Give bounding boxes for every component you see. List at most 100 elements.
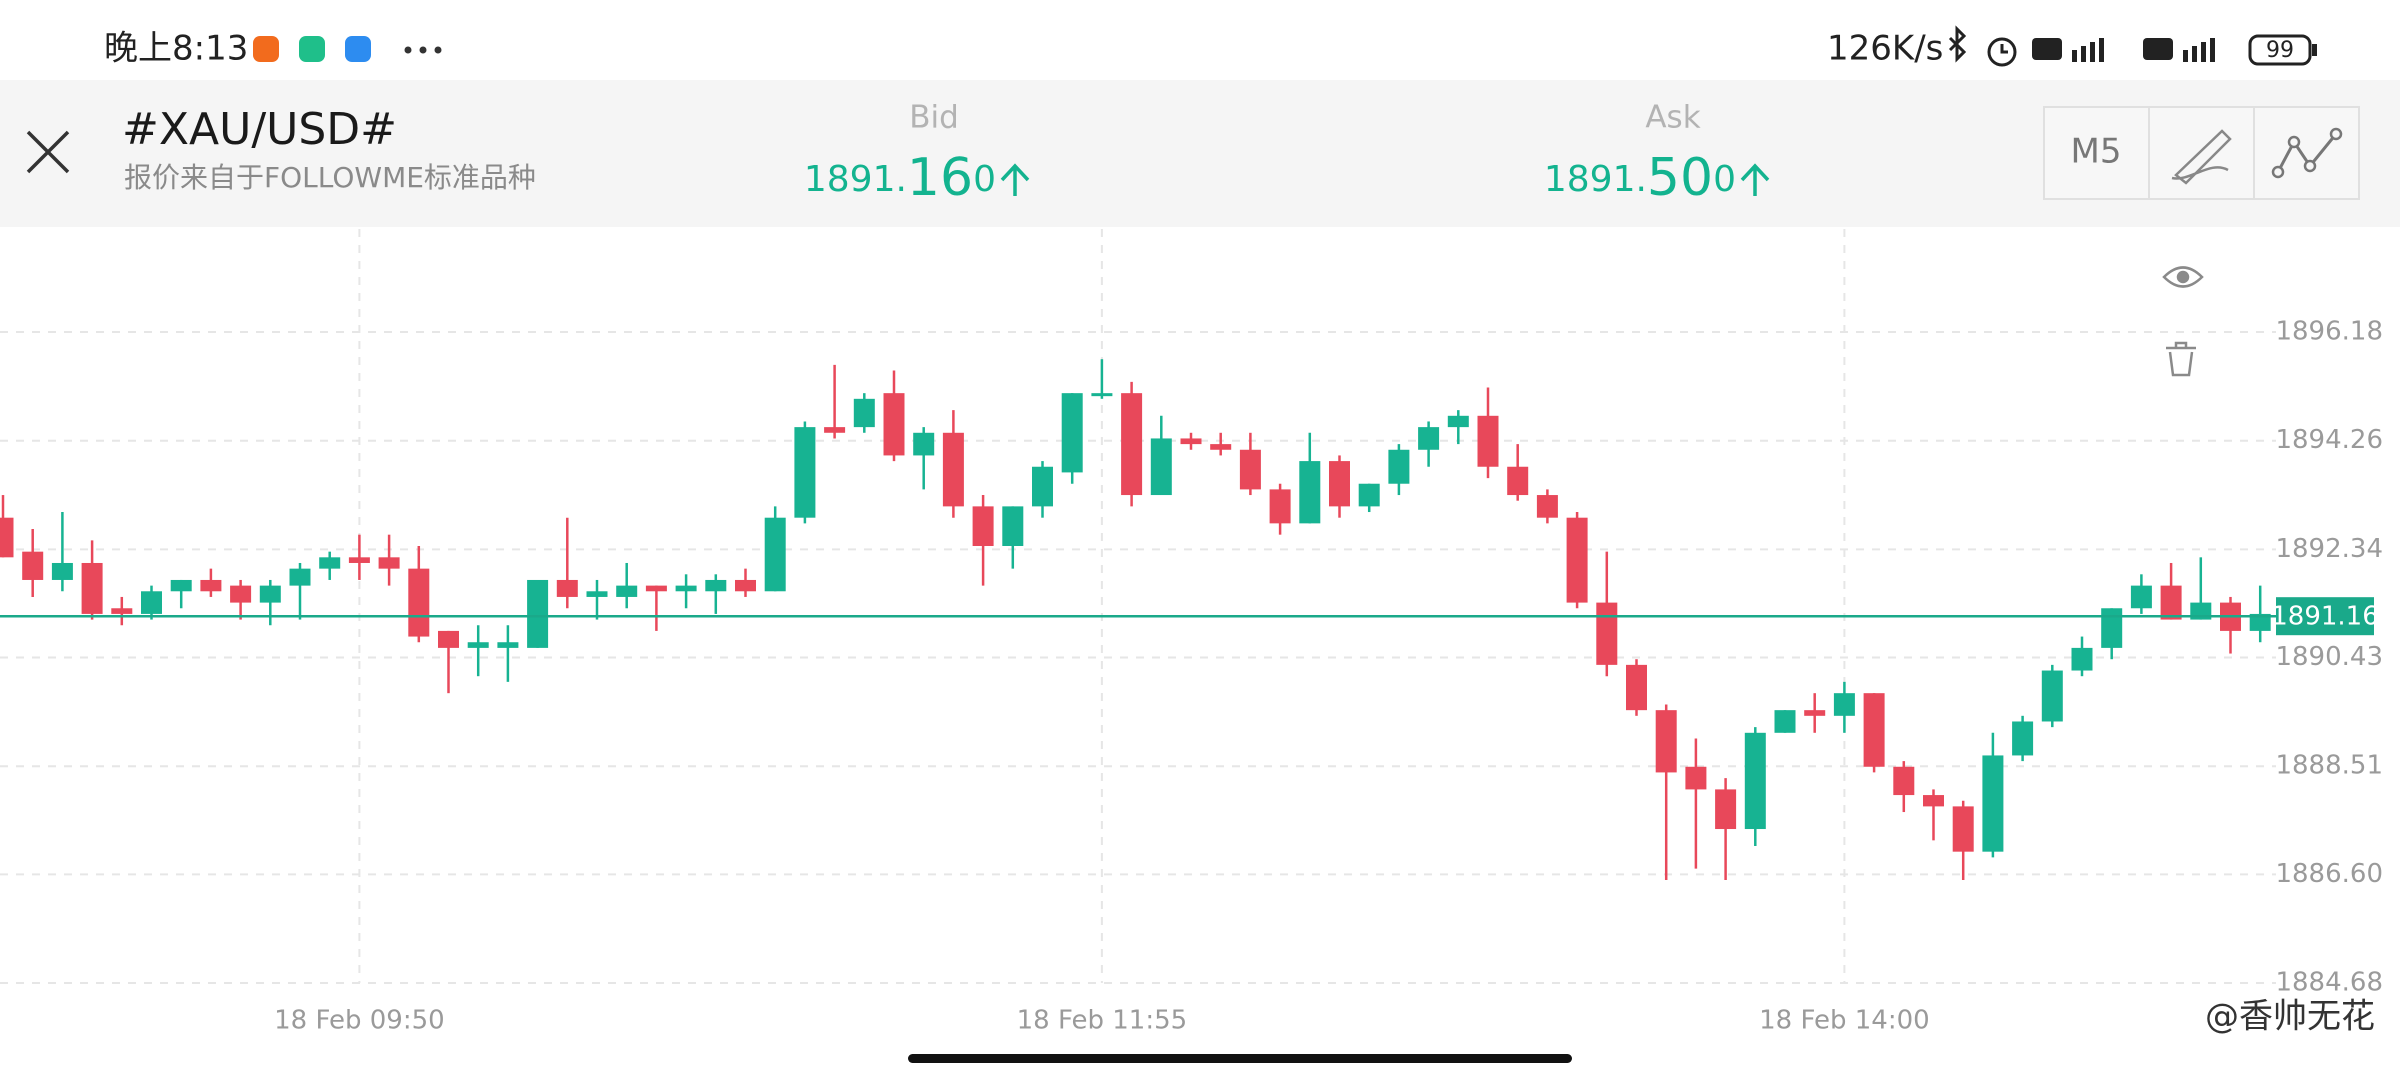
candle-body bbox=[1566, 517, 1588, 603]
candle-body bbox=[1210, 444, 1232, 450]
candle-body bbox=[111, 608, 133, 614]
last-price-box bbox=[2276, 597, 2374, 636]
y-tick-label: 1890.43 bbox=[2275, 642, 2383, 672]
candle-body bbox=[22, 551, 44, 580]
bid-label: Bid bbox=[909, 100, 959, 136]
candle-body bbox=[1626, 664, 1647, 711]
line-icon-nodes bbox=[2271, 127, 2343, 179]
price-part: 50 bbox=[1647, 148, 1713, 208]
candle-body bbox=[586, 591, 608, 597]
candle-body bbox=[1863, 693, 1885, 767]
trash-icon[interactable] bbox=[2166, 341, 2196, 377]
app-icon bbox=[299, 36, 325, 62]
candle-body bbox=[2012, 721, 2034, 756]
candle-body bbox=[51, 562, 73, 580]
candle-body bbox=[1774, 710, 1796, 733]
price-part: 1891. bbox=[1544, 159, 1647, 200]
y-tick-label: 1888.51 bbox=[2275, 751, 2383, 781]
home-indicator bbox=[908, 1054, 1572, 1063]
y-tick-label: 1896.18 bbox=[2275, 317, 2383, 347]
candle-body bbox=[1061, 393, 1083, 473]
last-price-label: 1891.16 bbox=[2271, 602, 2379, 632]
watermark: @香帅无花 bbox=[2205, 997, 2375, 1037]
candle-body bbox=[1358, 483, 1380, 507]
candle-body bbox=[408, 568, 430, 637]
candle-body bbox=[1833, 693, 1855, 716]
candle-body bbox=[1388, 449, 1410, 484]
candle-body bbox=[883, 393, 905, 456]
candle-body bbox=[1418, 427, 1440, 450]
candle-body bbox=[0, 517, 14, 558]
candle-body bbox=[735, 579, 756, 592]
candle-body bbox=[2130, 585, 2152, 609]
candle-body bbox=[2101, 608, 2123, 648]
candle-body bbox=[2041, 670, 2063, 722]
candle-body bbox=[1507, 466, 1529, 496]
chart-tools bbox=[2162, 266, 2204, 377]
candle-body bbox=[1091, 393, 1113, 397]
eye-icon[interactable] bbox=[2162, 266, 2204, 288]
draw-button[interactable] bbox=[2148, 106, 2255, 200]
candle-body bbox=[1447, 415, 1469, 428]
app-icon bbox=[253, 36, 279, 62]
price-part: 16 bbox=[907, 148, 973, 208]
indicator-button[interactable] bbox=[2253, 106, 2360, 200]
timeframe-button[interactable] bbox=[2043, 106, 2150, 200]
candle-body bbox=[467, 642, 489, 648]
bid-price: 1891.160 bbox=[804, 148, 996, 208]
candle-body bbox=[200, 579, 222, 592]
candle-body bbox=[81, 562, 103, 614]
more-dots bbox=[404, 46, 442, 54]
candle-body bbox=[141, 591, 162, 614]
candle-body bbox=[2071, 647, 2093, 671]
status-time: 晚上8:13 bbox=[104, 29, 248, 69]
candle-body bbox=[1893, 766, 1915, 796]
header bbox=[0, 80, 2400, 227]
network-speed: 126K/s bbox=[1827, 29, 1943, 69]
candle-body bbox=[675, 585, 697, 592]
candle-body bbox=[1596, 602, 1618, 665]
battery-level: 99 bbox=[2266, 38, 2294, 63]
ask-price: 1891.500 bbox=[1544, 148, 1736, 208]
candle-body bbox=[705, 579, 727, 592]
candle-body bbox=[913, 432, 935, 456]
battery-tip bbox=[2312, 44, 2317, 56]
x-tick-label: 18 Feb 09:50 bbox=[274, 1006, 445, 1036]
battery bbox=[2248, 34, 2312, 66]
y-tick-label: 1886.60 bbox=[2275, 859, 2383, 889]
candle-body bbox=[1923, 795, 1944, 807]
price-part: 0 bbox=[973, 159, 996, 200]
candle-body bbox=[1299, 461, 1321, 524]
line-icon bbox=[2276, 133, 2338, 173]
candle-body bbox=[1477, 415, 1499, 467]
candle-body bbox=[1744, 732, 1766, 830]
candle-body bbox=[527, 579, 549, 648]
candle-body bbox=[348, 557, 370, 563]
y-tick-label: 1892.34 bbox=[2275, 534, 2383, 564]
x-tick-label: 18 Feb 14:00 bbox=[1759, 1006, 1930, 1036]
candle-body bbox=[1032, 466, 1053, 507]
candle-body bbox=[1180, 438, 1202, 445]
x-tick-label: 18 Feb 11:55 bbox=[1017, 1006, 1188, 1036]
timeframe-label: M5 bbox=[2071, 132, 2122, 172]
candle-body bbox=[1150, 438, 1172, 496]
candle-body bbox=[319, 557, 341, 569]
candle-body bbox=[1804, 710, 1826, 716]
candle-body bbox=[2249, 613, 2271, 631]
candle-body bbox=[616, 585, 638, 597]
close-button[interactable] bbox=[26, 130, 70, 174]
symbol-subtitle: 报价来自于FOLLOWME标准品种 bbox=[124, 161, 536, 194]
price-part: 1891. bbox=[804, 159, 907, 200]
candle-body bbox=[1002, 506, 1024, 546]
ask-label: Ask bbox=[1645, 100, 1700, 136]
candle-body bbox=[556, 579, 578, 597]
candle-body bbox=[170, 579, 192, 592]
candle-body bbox=[2160, 585, 2182, 620]
candle-body bbox=[1685, 766, 1707, 790]
candle-body bbox=[824, 427, 846, 433]
candle-body bbox=[1952, 806, 1974, 852]
candle-body bbox=[1239, 449, 1261, 490]
candle-body bbox=[1329, 461, 1350, 507]
